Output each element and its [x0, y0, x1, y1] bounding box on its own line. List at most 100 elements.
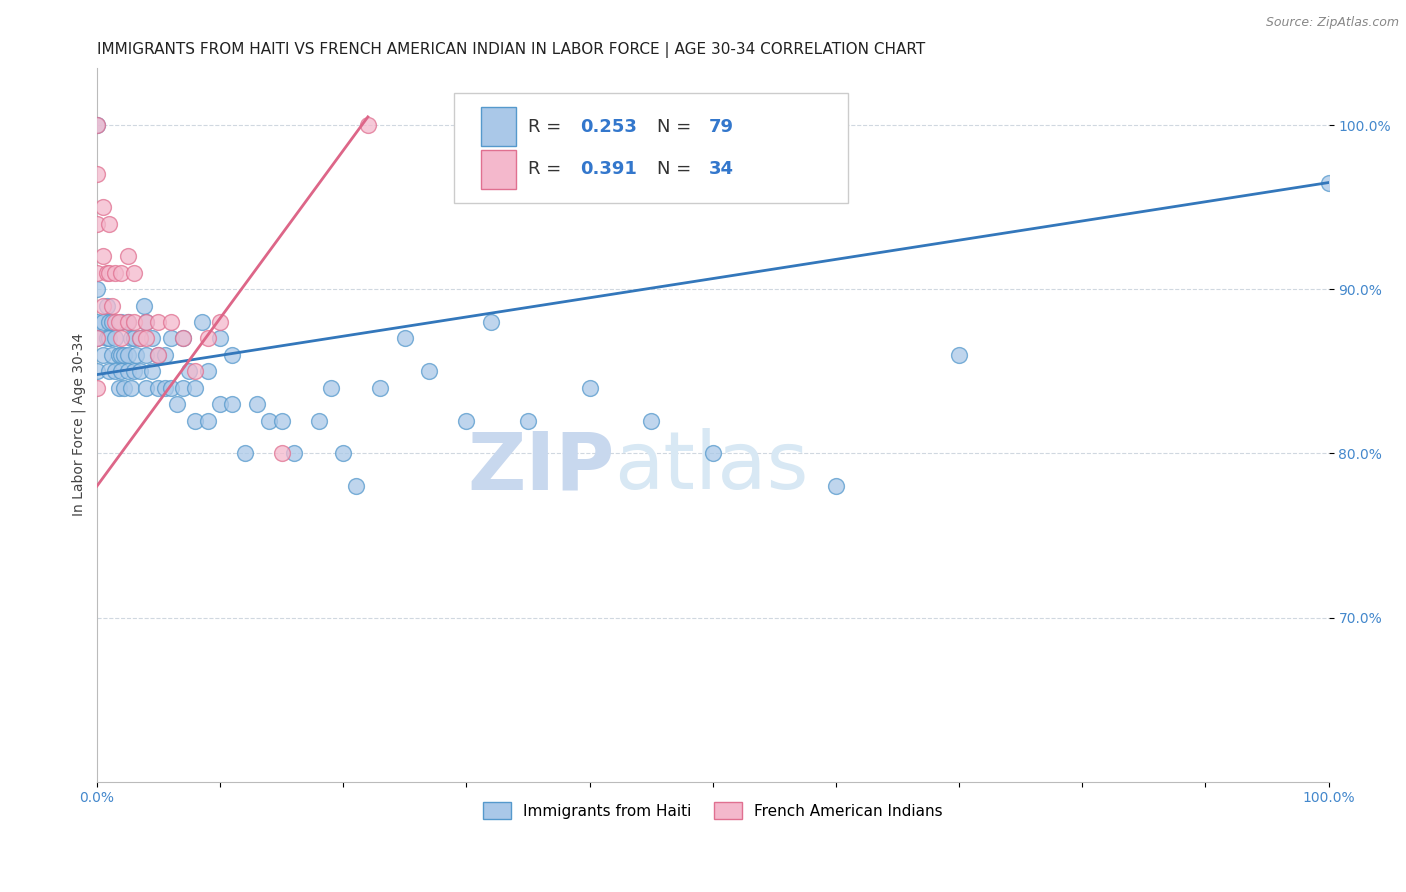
Point [86, 118, 108, 132]
Point [135, 331, 157, 345]
Point [129, 364, 152, 378]
Point [197, 331, 219, 345]
Point [108, 348, 131, 362]
Point [104, 266, 127, 280]
Point [319, 381, 342, 395]
Point [148, 315, 170, 329]
Point [517, 413, 540, 427]
Point [110, 364, 132, 378]
Point [825, 479, 848, 493]
Point [110, 315, 132, 329]
Point [418, 364, 440, 378]
Point [456, 413, 478, 427]
Point [91, 249, 114, 263]
Point [98, 266, 121, 280]
Point [332, 446, 354, 460]
Text: atlas: atlas [614, 428, 808, 507]
Text: 79: 79 [709, 118, 734, 136]
Text: 0.391: 0.391 [579, 161, 637, 178]
Point [120, 381, 142, 395]
Point [91, 348, 114, 362]
Point [129, 331, 152, 345]
Point [578, 381, 600, 395]
Point [368, 381, 391, 395]
Point [110, 348, 132, 362]
Point [190, 315, 212, 329]
Text: R =: R = [529, 161, 567, 178]
Point [129, 331, 152, 345]
Point [166, 397, 188, 411]
Point [208, 315, 231, 329]
Point [100, 299, 122, 313]
Text: R =: R = [529, 118, 567, 136]
Point [283, 446, 305, 460]
Point [122, 266, 145, 280]
Point [308, 413, 330, 427]
Point [479, 315, 502, 329]
Text: Source: ZipAtlas.com: Source: ZipAtlas.com [1265, 16, 1399, 29]
Point [96, 299, 118, 313]
Point [148, 348, 170, 362]
Point [270, 413, 292, 427]
Point [112, 381, 135, 395]
Point [702, 446, 724, 460]
Point [148, 381, 170, 395]
Point [221, 397, 243, 411]
Point [172, 331, 194, 345]
Point [125, 348, 148, 362]
Point [91, 315, 114, 329]
FancyBboxPatch shape [481, 150, 516, 189]
Point [184, 381, 207, 395]
Point [122, 315, 145, 329]
Point [153, 348, 176, 362]
Point [108, 315, 131, 329]
Point [112, 348, 135, 362]
FancyBboxPatch shape [454, 93, 848, 203]
Point [153, 381, 176, 395]
Point [270, 446, 292, 460]
Point [197, 413, 219, 427]
Point [98, 315, 121, 329]
Point [86, 217, 108, 231]
Point [135, 348, 157, 362]
Point [172, 331, 194, 345]
Point [86, 331, 108, 345]
Point [86, 364, 108, 378]
Point [132, 299, 155, 313]
Point [104, 315, 127, 329]
Point [91, 200, 114, 214]
Point [86, 266, 108, 280]
Point [96, 331, 118, 345]
Text: 0.253: 0.253 [579, 118, 637, 136]
Point [246, 397, 269, 411]
Point [135, 315, 157, 329]
Point [179, 364, 201, 378]
Point [159, 315, 181, 329]
Point [208, 397, 231, 411]
Point [86, 282, 108, 296]
Y-axis label: In Labor Force | Age 30-34: In Labor Force | Age 30-34 [72, 333, 86, 516]
Point [117, 364, 139, 378]
Point [110, 331, 132, 345]
Point [1317, 176, 1340, 190]
Point [86, 381, 108, 395]
Point [184, 364, 207, 378]
Text: ZIP: ZIP [467, 428, 614, 507]
Point [86, 331, 108, 345]
Text: 34: 34 [709, 161, 734, 178]
Point [100, 348, 122, 362]
Point [141, 364, 163, 378]
Point [110, 266, 132, 280]
Point [259, 413, 281, 427]
Point [141, 331, 163, 345]
Point [640, 413, 662, 427]
Point [122, 364, 145, 378]
Point [117, 315, 139, 329]
Point [344, 479, 367, 493]
Point [159, 331, 181, 345]
Legend: Immigrants from Haiti, French American Indians: Immigrants from Haiti, French American I… [477, 796, 949, 825]
Point [98, 364, 121, 378]
Point [98, 331, 121, 345]
Point [117, 348, 139, 362]
Point [117, 249, 139, 263]
